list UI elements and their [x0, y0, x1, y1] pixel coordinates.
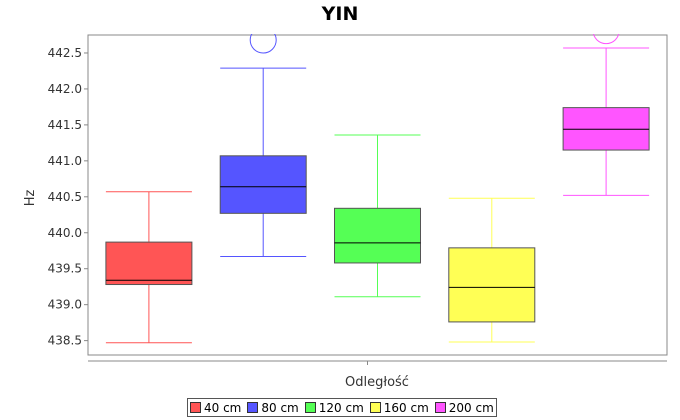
- x-axis-label: Odległość: [345, 375, 409, 390]
- y-tick-label: 439.0: [48, 298, 82, 312]
- y-tick-label: 440.0: [48, 226, 82, 240]
- y-tick-label: 442.5: [48, 46, 82, 60]
- legend-swatch: [434, 402, 446, 413]
- chart-legend: 40 cm 80 cm 120 cm 160 cm 200 cm: [187, 398, 497, 417]
- legend-item: 200 cm: [434, 400, 494, 415]
- y-tick-label: 438.5: [48, 334, 82, 348]
- y-tick-label: 440.5: [48, 190, 82, 204]
- legend-swatch: [190, 402, 201, 413]
- y-tick-label: 441.0: [48, 154, 82, 168]
- y-tick-label: 439.5: [48, 262, 82, 276]
- y-axis-label: Hz: [23, 190, 38, 207]
- legend-item: 160 cm: [369, 400, 429, 415]
- legend-label: 160 cm: [383, 400, 429, 415]
- legend-swatch: [369, 402, 381, 413]
- legend-swatch: [304, 402, 316, 413]
- box-120-cm: [334, 207, 421, 264]
- legend-label: 200 cm: [448, 400, 494, 415]
- legend-swatch: [247, 402, 259, 413]
- top-mask: [87, 0, 668, 34]
- box-40-cm: [105, 241, 193, 286]
- y-tick-label: 442.0: [48, 82, 82, 96]
- legend-label: 120 cm: [318, 400, 364, 415]
- legend-item: 40 cm: [190, 401, 241, 415]
- legend-item: 80 cm: [247, 400, 299, 415]
- legend-item: 120 cm: [304, 400, 364, 415]
- legend-label: 40 cm: [204, 400, 242, 415]
- box-80-cm: [219, 155, 307, 214]
- box-160-cm: [448, 247, 536, 323]
- y-tick-label: 441.5: [48, 118, 82, 132]
- legend-label: 80 cm: [261, 400, 299, 415]
- chart-title: YIN: [321, 3, 359, 25]
